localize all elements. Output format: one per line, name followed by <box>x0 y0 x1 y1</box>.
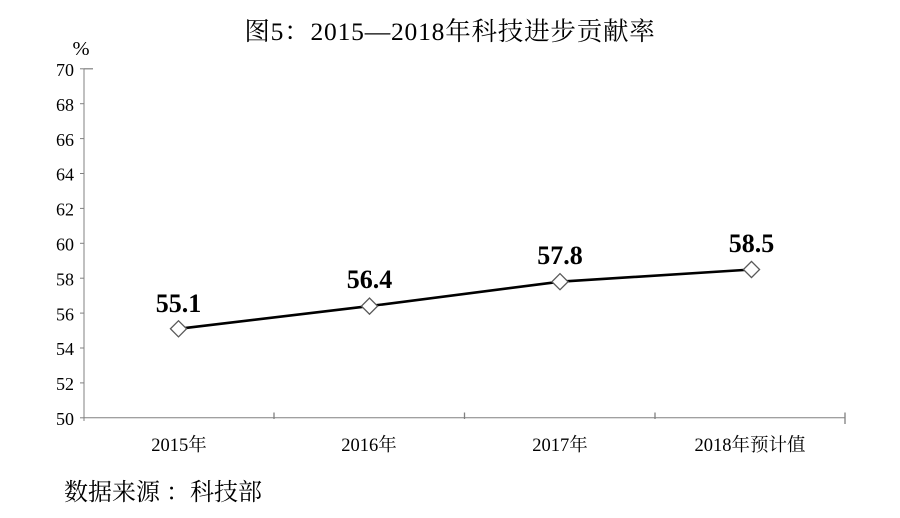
svg-text:64: 64 <box>56 165 74 185</box>
svg-text:2017年: 2017年 <box>532 434 588 456</box>
svg-text:60: 60 <box>56 235 74 255</box>
svg-text:50: 50 <box>56 409 74 429</box>
svg-text:55.1: 55.1 <box>156 289 202 318</box>
svg-text:57.8: 57.8 <box>537 241 583 270</box>
svg-text:54: 54 <box>56 339 74 359</box>
svg-text:68: 68 <box>56 95 74 115</box>
svg-text:62: 62 <box>56 200 74 220</box>
svg-text:%: % <box>72 38 89 60</box>
svg-text:58: 58 <box>56 269 74 289</box>
svg-text:56.4: 56.4 <box>347 265 393 294</box>
svg-text:2015年: 2015年 <box>151 434 207 456</box>
svg-text:58.5: 58.5 <box>729 229 775 258</box>
svg-text:2016年: 2016年 <box>341 434 397 456</box>
svg-text:52: 52 <box>56 374 74 394</box>
svg-text:66: 66 <box>56 130 74 150</box>
svg-text:2018年预计值: 2018年预计值 <box>694 434 805 456</box>
svg-text:70: 70 <box>56 60 74 80</box>
svg-text:56: 56 <box>56 304 74 324</box>
